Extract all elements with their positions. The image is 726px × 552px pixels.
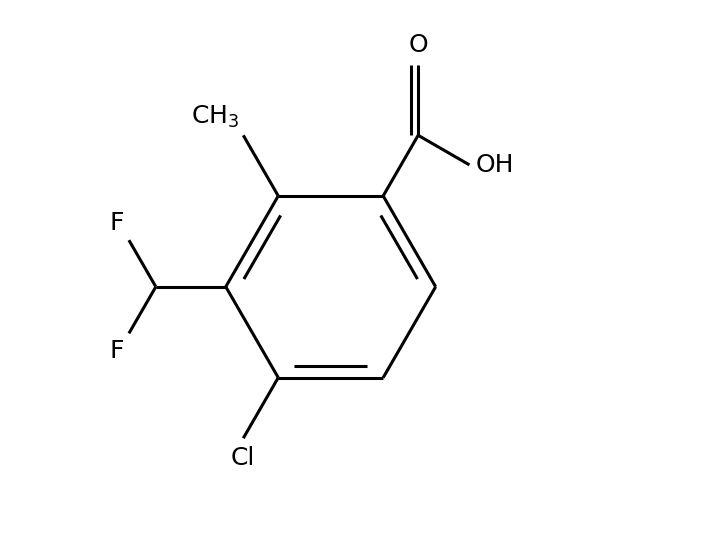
Text: Cl: Cl <box>231 446 256 470</box>
Text: F: F <box>109 211 123 235</box>
Text: OH: OH <box>476 153 515 177</box>
Text: F: F <box>109 339 123 363</box>
Text: O: O <box>408 33 428 57</box>
Text: CH$_3$: CH$_3$ <box>191 104 239 130</box>
